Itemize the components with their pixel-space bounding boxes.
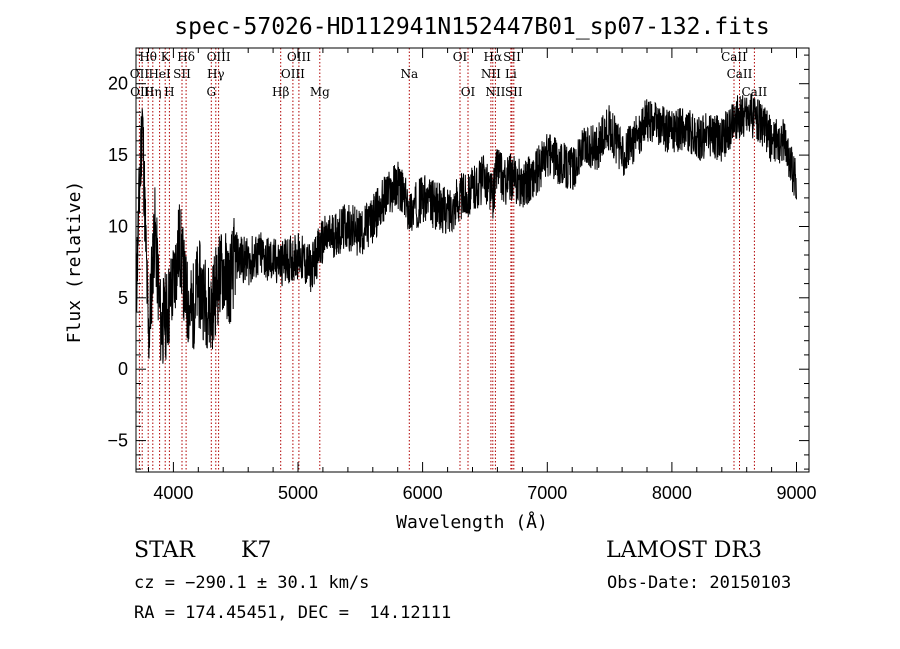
line-label: Mg — [310, 85, 330, 99]
line-label: K — [161, 50, 171, 64]
y-axis-label: Flux (relative) — [64, 181, 85, 344]
x-tick-label: 5000 — [278, 483, 318, 503]
line-label: SII — [503, 50, 521, 64]
y-tick-label: −5 — [107, 431, 128, 451]
line-label: Hδ — [177, 50, 195, 64]
line-label: Hγ — [207, 67, 225, 81]
emission-lines — [138, 48, 755, 472]
line-label: Hβ — [272, 85, 289, 99]
line-label: OII — [130, 67, 150, 81]
line-label: SII — [173, 67, 191, 81]
axes: 4000 5000 6000 7000 8000 9000 −5 0 5 10 15 20 — [107, 47, 817, 503]
y-tick-label: 10 — [108, 217, 128, 237]
line-label: CaII — [741, 85, 767, 99]
x-tick-label: 6000 — [403, 483, 443, 503]
object-class: STAR — [134, 538, 195, 563]
line-label: Hθ — [139, 50, 157, 64]
spectrum — [135, 93, 797, 364]
line-label: HeI — [148, 67, 171, 81]
y-tick-label: 0 — [118, 359, 128, 379]
redshift-text: cz = −290.1 ± 30.1 km/s — [134, 573, 370, 593]
line-label: Hη — [144, 85, 162, 99]
y-tick-label: 15 — [108, 145, 128, 165]
line-label: CaII — [721, 50, 747, 64]
line-label: OI — [453, 50, 468, 64]
obs-date: Obs-Date: 20150103 — [607, 573, 792, 593]
line-label: OIII — [207, 50, 231, 64]
spectrum-line — [135, 93, 797, 364]
coordinates: RA = 174.45451, DEC = 14.12111 — [134, 603, 452, 623]
survey-name: LAMOST DR3 — [606, 538, 762, 563]
line-label: OI — [461, 85, 476, 99]
line-label: SII — [505, 85, 523, 99]
x-tick-label: 8000 — [652, 483, 692, 503]
line-label: Na — [400, 67, 418, 81]
x-tick-label: 7000 — [527, 483, 567, 503]
line-label: CaII — [727, 67, 753, 81]
x-tick-label: 4000 — [153, 483, 193, 503]
subclass: K7 — [241, 538, 272, 563]
chart-title: spec-57026-HD112941N152447B01_sp07-132.f… — [174, 14, 769, 40]
line-label: H — [164, 85, 174, 99]
x-tick-label: 9000 — [776, 483, 816, 503]
line-label: OIII — [287, 50, 311, 64]
line-label: Hα — [484, 50, 503, 64]
y-tick-label: 5 — [118, 288, 128, 308]
line-label: NII — [485, 85, 505, 99]
line-label: G — [207, 85, 217, 99]
y-tick-label: 20 — [108, 74, 128, 94]
x-axis-label: Wavelength (Å) — [396, 511, 548, 533]
line-label: OIII — [130, 85, 154, 99]
line-label: Li — [505, 67, 517, 81]
line-label: NII — [481, 67, 501, 81]
line-label: OIII — [281, 67, 305, 81]
